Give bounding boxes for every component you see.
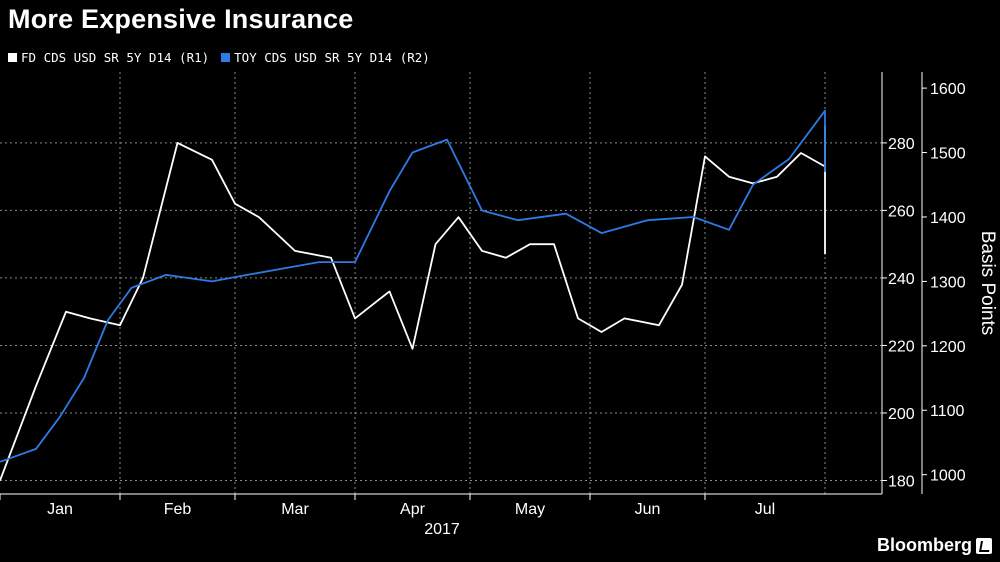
- left-axis-tick-label: 220: [888, 338, 915, 355]
- right-axis-tick-label: 1500: [930, 146, 966, 163]
- legend-swatch-toy: [221, 53, 231, 62]
- left-axis-tick-label: 240: [888, 271, 915, 288]
- legend: FD CDS USD SR 5Y D14 (R1) TOY CDS USD SR…: [8, 50, 442, 65]
- right-axis-tick-label: 1100: [930, 403, 965, 420]
- legend-swatch-fd: [8, 53, 17, 62]
- x-axis-tick-label: Apr: [400, 501, 426, 518]
- series-line-fd: [0, 125, 826, 481]
- right-axis-tick-label: 1000: [930, 468, 966, 485]
- brand-logo: Bloomberg: [877, 535, 992, 556]
- right-axis-tick-label: 1400: [930, 210, 966, 227]
- x-axis-tick-label: May: [515, 501, 545, 518]
- x-axis-tick-label: Jan: [47, 501, 73, 518]
- y-axis-title: Basis Points: [977, 231, 998, 336]
- x-axis-year-label: 2017: [424, 521, 460, 538]
- left-axis-tick-label: 200: [888, 406, 915, 423]
- left-axis-tick-label: 280: [888, 136, 915, 153]
- bloomberg-icon: [976, 537, 992, 554]
- x-axis-tick-label: Feb: [164, 501, 192, 518]
- left-axis-tick-label: 260: [888, 203, 915, 220]
- legend-label-fd: FD CDS USD SR 5Y D14 (R1): [21, 50, 210, 65]
- series-line-toy: [0, 109, 826, 463]
- right-axis-tick-label: 1200: [930, 339, 966, 356]
- legend-item-toy: TOY CDS USD SR 5Y D14 (R2): [221, 50, 430, 65]
- legend-label-toy: TOY CDS USD SR 5Y D14 (R2): [234, 50, 430, 65]
- right-axis-tick-label: 1300: [930, 274, 966, 291]
- legend-item-fd: FD CDS USD SR 5Y D14 (R1): [8, 50, 209, 65]
- x-axis-tick-label: Jun: [635, 501, 661, 518]
- chart-title: More Expensive Insurance: [8, 4, 354, 34]
- left-axis-tick-label: 180: [888, 473, 915, 490]
- right-axis-tick-label: 1600: [930, 81, 966, 98]
- x-axis-tick-label: Jul: [755, 501, 775, 518]
- brand-name: Bloomberg: [876, 535, 972, 555]
- x-axis-tick-label: Mar: [281, 501, 309, 518]
